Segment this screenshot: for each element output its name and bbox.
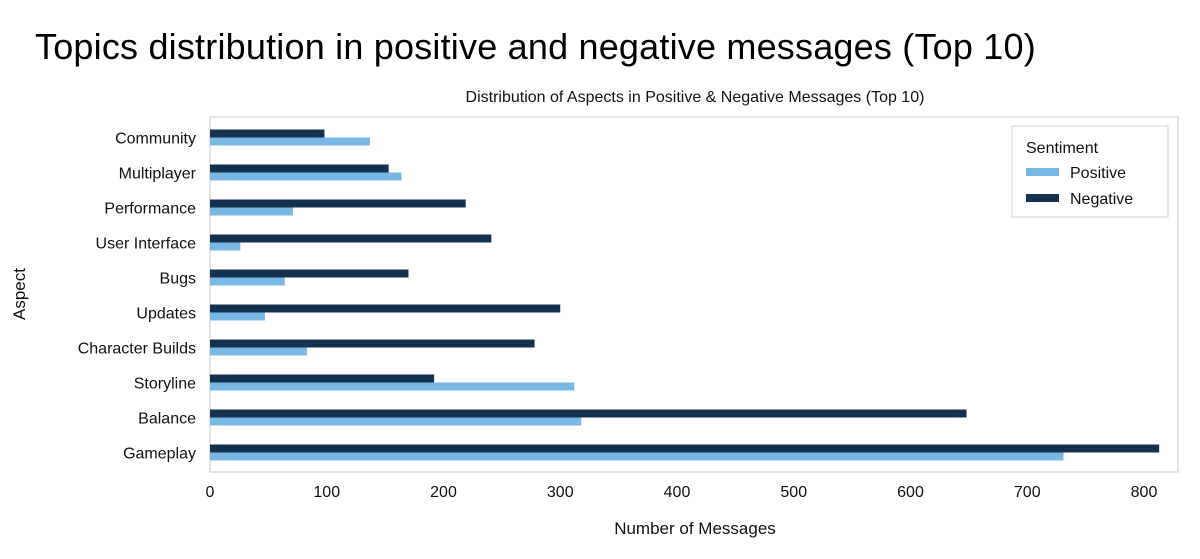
- legend: Sentiment Positive Negative: [1011, 125, 1169, 218]
- category-label-user-interface: User Interface: [96, 236, 197, 253]
- category-label-storyline: Storyline: [134, 376, 196, 393]
- category-label-performance: Performance: [104, 201, 196, 218]
- category-label-character-builds: Character Builds: [78, 341, 196, 358]
- chart-title: Distribution of Aspects in Positive & Ne…: [466, 89, 925, 106]
- bar-positive-performance: [210, 207, 293, 216]
- x-tick-0: 0: [206, 484, 215, 501]
- bar-positive-user-interface: [210, 242, 241, 251]
- category-label-balance: Balance: [138, 411, 196, 428]
- y-axis-title: Aspect: [10, 268, 29, 320]
- bar-negative-community: [210, 129, 325, 138]
- legend-swatch-positive: [1026, 168, 1059, 176]
- x-tick-500: 500: [780, 484, 807, 501]
- legend-title: Sentiment: [1026, 140, 1099, 157]
- category-label-updates: Updates: [136, 306, 196, 323]
- x-tick-700: 700: [1014, 484, 1041, 501]
- bar-negative-updates: [210, 304, 561, 313]
- bar-negative-user-interface: [210, 234, 492, 243]
- bar-positive-community: [210, 137, 370, 146]
- bars-layer: [210, 129, 1160, 461]
- bar-positive-storyline: [210, 382, 575, 391]
- category-label-bugs: Bugs: [160, 271, 196, 288]
- bar-positive-character-builds: [210, 347, 307, 356]
- bar-positive-gameplay: [210, 452, 1064, 461]
- page-title: Topics distribution in positive and nega…: [35, 26, 1036, 67]
- legend-swatch-negative: [1026, 194, 1059, 202]
- x-tick-400: 400: [664, 484, 691, 501]
- x-tick-300: 300: [547, 484, 574, 501]
- x-tick-800: 800: [1131, 484, 1158, 501]
- category-label-community: Community: [115, 131, 196, 148]
- x-tick-100: 100: [313, 484, 340, 501]
- category-labels: Community Multiplayer Performance User Inte…: [78, 131, 197, 463]
- legend-label-positive: Positive: [1070, 165, 1126, 182]
- bar-negative-storyline: [210, 374, 435, 383]
- bar-negative-performance: [210, 199, 466, 208]
- x-tick-labels: 0 100 200 300 400 500 600 700 800: [206, 484, 1158, 501]
- x-tick-600: 600: [897, 484, 924, 501]
- bar-positive-multiplayer: [210, 172, 402, 181]
- plot-area: [209, 116, 1179, 473]
- x-tick-200: 200: [430, 484, 457, 501]
- bar-negative-multiplayer: [210, 164, 389, 173]
- bar-positive-updates: [210, 312, 265, 321]
- category-label-multiplayer: Multiplayer: [119, 166, 197, 183]
- bar-negative-gameplay: [210, 444, 1160, 453]
- legend-label-negative: Negative: [1070, 191, 1133, 208]
- bar-negative-bugs: [210, 269, 409, 278]
- category-label-gameplay: Gameplay: [123, 446, 196, 463]
- bar-positive-balance: [210, 417, 582, 426]
- bar-negative-character-builds: [210, 339, 535, 348]
- x-axis-title: Number of Messages: [614, 519, 776, 538]
- bar-positive-bugs: [210, 277, 285, 286]
- bar-negative-balance: [210, 409, 967, 418]
